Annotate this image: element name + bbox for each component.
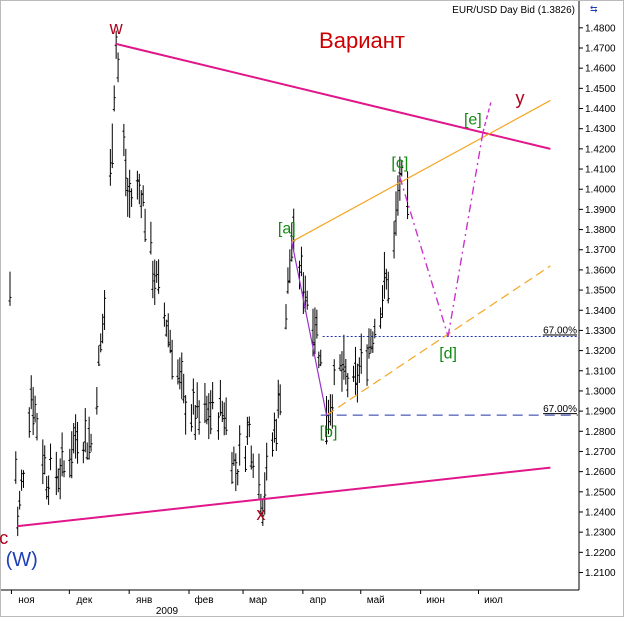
wave-label: w [109,18,124,38]
x-tick-label: апр [310,595,327,606]
y-tick-label: 1.2800 [585,427,616,438]
y-tick-label: 1.3500 [585,286,616,297]
x-tick-label: янв [136,595,152,606]
y-tick-label: 1.2300 [585,528,616,539]
y-tick-label: 1.4500 [585,84,616,95]
y-tick-label: 1.4000 [585,185,616,196]
y-tick-label: 1.4100 [585,165,616,176]
y-tick-label: 1.4400 [585,104,616,115]
y-tick-label: 1.2600 [585,467,616,478]
y-tick-label: 1.4600 [585,64,616,75]
wave-label: [d] [439,345,457,362]
y-tick-label: 1.3300 [585,326,616,337]
y-tick-label: 1.2700 [585,447,616,458]
x-tick-label: фев [194,594,213,606]
chart-text: 1.4800 1.4700 1.4600 1.4500 1.4400 1.4300 1.42… [0,4,616,617]
wave-label: [e] [464,112,482,129]
wave-label: (W) [6,549,38,571]
y-tick-label: 1.3000 [585,386,616,397]
x-tick-label: июл [484,595,503,606]
chart-header: EUR/USD Day Bid (1.3826) [452,5,575,16]
y-tick-label: 1.3700 [585,245,616,256]
x-tick-label: ноя [18,595,35,606]
y-tick-label: 1.3200 [585,346,616,357]
y-tick-label: 1.2200 [585,548,616,559]
y-tick-label: 1.2100 [585,568,616,579]
fib-level-label: 67.00% [543,404,577,415]
y-tick-label: 1.4300 [585,124,616,135]
y-tick-label: 1.2900 [585,407,616,418]
fib-level-label: 67.00% [543,325,577,336]
y-tick-label: 1.2500 [585,487,616,498]
wave-label: x [256,504,265,524]
wave-label: [b] [320,424,338,441]
wave-a-b-line [291,241,328,416]
chart-title: Вариант [319,28,405,53]
y-tick-label: 1.4800 [585,23,616,34]
x-tick-label: июн [426,595,445,606]
zoom-icon: ⇆ [590,4,598,14]
y-tick-label: 1.3800 [585,225,616,236]
wave-label: [a] [278,221,296,238]
x-tick-label: мар [249,595,267,606]
y-tick-label: 1.3100 [585,366,616,377]
x-tick-label: май [367,595,385,606]
wave-label: c [0,528,8,548]
y-tick-label: 1.3400 [585,306,616,317]
projection-c-d-line [399,176,449,337]
projection-d-e-line [447,132,484,337]
projection-e-y-line [482,102,492,133]
y-tick-label: 1.4700 [585,44,616,55]
y-tick-label: 1.3900 [585,205,616,216]
wave-label: [c] [391,155,408,172]
wave-label: y [516,88,525,108]
triangle-lower-line [17,466,551,528]
price-bars [8,30,410,537]
y-tick-label: 1.4200 [585,144,616,155]
channel-lower-line [326,265,551,416]
x-year-label: 2009 [156,606,179,617]
trend-lines [17,42,578,528]
triangle-upper-line [115,42,551,150]
x-tick-label: дек [76,595,92,606]
y-tick-label: 1.3600 [585,265,616,276]
y-tick-label: 1.2400 [585,507,616,518]
channel-upper-line [291,99,551,243]
